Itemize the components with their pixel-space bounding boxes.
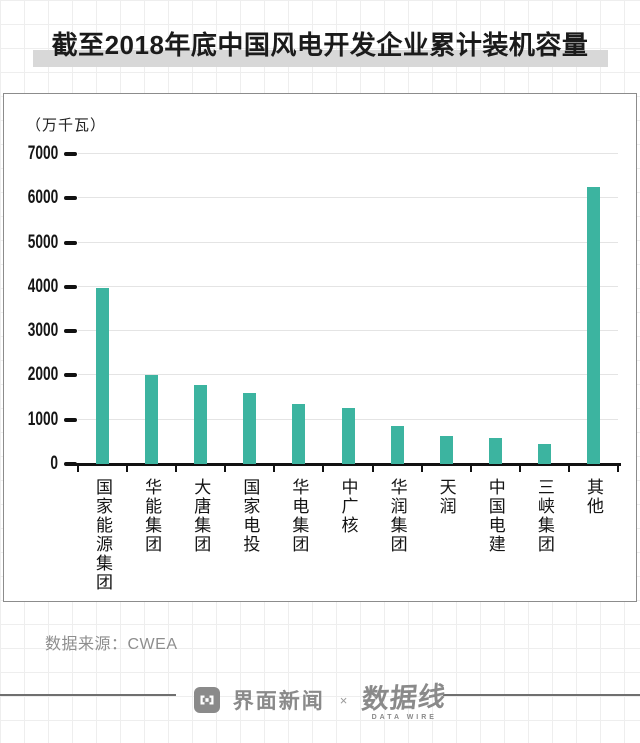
gridline-7000: [78, 153, 618, 154]
bar-其他: [586, 187, 600, 464]
x-axis-tick-9: [518, 464, 521, 472]
footer-divider-right: [443, 694, 640, 696]
collab-x-separator: ×: [339, 692, 348, 708]
y-tick-dash-4000: [64, 284, 77, 289]
gridline-5000: [78, 241, 618, 243]
chart-panel: （万千瓦） 0 1000 2000 3000 4000 5000 6000 7000 国家能源集…: [3, 93, 637, 602]
x-axis-tick-0: [77, 464, 79, 472]
x-axis-label-中广核: 中广核: [338, 478, 358, 535]
x-axis-label-华电集团: 华电集团: [289, 478, 309, 554]
page-title: 截至2018年底中国风电开发企业累计装机容量: [51, 30, 589, 60]
bar-三峡集团: [537, 444, 551, 464]
y-tick-dash-7000: [64, 152, 77, 156]
bar-华能集团: [145, 375, 159, 464]
y-tick-label-4000: 4000: [27, 275, 59, 297]
y-tick-dash-5000: [64, 240, 77, 245]
x-axis-label-大唐集团: 大唐集团: [191, 478, 211, 554]
gridline-4000: [78, 285, 618, 287]
y-tick-label-1000: 1000: [27, 408, 59, 430]
x-axis-line: [75, 463, 621, 466]
x-axis-tick-1: [126, 464, 129, 472]
bar-中广核: [341, 408, 355, 464]
x-axis-tick-3: [224, 464, 227, 472]
bar-国家电投: [243, 393, 257, 464]
x-axis-tick-8: [469, 464, 472, 472]
y-tick-dash-3000: [64, 329, 77, 334]
x-axis-tick-10: [567, 464, 570, 472]
x-axis-label-华润集团: 华润集团: [387, 478, 407, 554]
y-tick-label-3000: 3000: [27, 320, 59, 342]
x-axis-tick-7: [420, 464, 423, 472]
gridline-2000: [78, 374, 618, 376]
x-axis-label-华能集团: 华能集团: [142, 478, 162, 554]
bar-中国电建: [488, 438, 502, 464]
x-axis-tick-2: [175, 464, 178, 472]
gridline-6000: [78, 197, 618, 199]
x-axis-label-国家电投: 国家电投: [240, 478, 260, 554]
gridline-3000: [78, 330, 618, 332]
bar-华电集团: [292, 404, 306, 464]
bar-大唐集团: [194, 385, 208, 464]
x-axis-label-国家能源集团: 国家能源集团: [93, 478, 113, 592]
x-axis-tick-6: [371, 464, 374, 472]
bar-华润集团: [390, 426, 404, 464]
x-axis-label-中国电建: 中国电建: [485, 478, 505, 554]
x-axis-label-其他: 其他: [583, 478, 603, 516]
source-label: 数据来源：CWEA: [45, 636, 178, 653]
jiemian-logo-text: 界面新闻: [232, 690, 325, 713]
y-tick-dash-6000: [64, 196, 77, 201]
datawire-logo-text: 数据线: [360, 681, 449, 714]
bar-国家能源集团: [96, 288, 110, 464]
x-axis-label-三峡集团: 三峡集团: [534, 478, 554, 554]
y-tick-dash-0: [64, 462, 77, 466]
y-tick-dash-2000: [64, 373, 77, 378]
x-axis-tick-5: [322, 464, 325, 472]
y-tick-label-5000: 5000: [27, 231, 59, 253]
y-axis-unit-label: （万千瓦）: [26, 117, 107, 134]
title-section: 截至2018年底中国风电开发企业累计装机容量: [0, 0, 640, 80]
y-tick-label-0: 0: [50, 453, 58, 474]
x-axis-label-天润: 天润: [436, 478, 456, 516]
bar-天润: [439, 436, 453, 464]
y-tick-label-2000: 2000: [27, 364, 59, 386]
plot-area: 0 1000 2000 3000 4000 5000 6000 7000 国家能源集团 华能集团 大…: [28, 144, 621, 592]
title-highlight-bar: [33, 50, 608, 67]
jiemian-logo-icon: [193, 687, 220, 713]
y-tick-label-7000: 7000: [27, 143, 59, 164]
footer-logos: 界面新闻 × 数据线 DATA WIRE: [0, 672, 640, 728]
y-tick-label-6000: 6000: [27, 187, 59, 209]
datawire-logo-subtext: DATA WIRE: [371, 713, 437, 721]
footer-divider-left: [0, 694, 176, 696]
y-tick-dash-1000: [64, 417, 77, 422]
x-axis-tick-11: [617, 464, 619, 472]
x-axis-tick-4: [273, 464, 276, 472]
datawire-logo: 数据线 DATA WIRE: [360, 681, 449, 721]
